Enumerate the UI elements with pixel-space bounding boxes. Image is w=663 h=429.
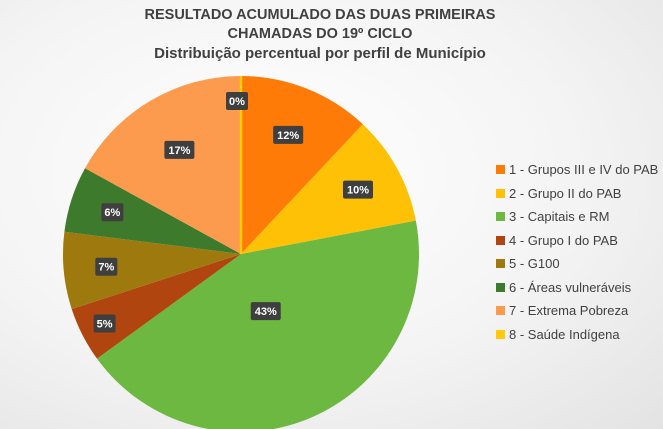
legend-item-7: 7 - Extrema Pobreza <box>496 299 658 323</box>
legend-swatch <box>496 188 505 198</box>
title-line-1: RESULTADO ACUMULADO DAS DUAS PRIMEIRAS <box>144 7 496 23</box>
svg-text:17%: 17% <box>168 145 190 157</box>
legend-swatch <box>496 259 505 269</box>
svg-text:6%: 6% <box>104 207 120 219</box>
data-label-5: 7% <box>95 257 118 276</box>
svg-text:12%: 12% <box>277 130 299 142</box>
legend-item-2: 2 - Grupo II do PAB <box>496 182 658 206</box>
data-label-3: 43% <box>250 302 281 321</box>
pie-slice-6 <box>64 168 241 254</box>
data-label-6: 6% <box>101 203 124 222</box>
title-line-2: CHAMADAS DO 19º CICLO <box>227 26 413 42</box>
legend-swatch <box>496 329 505 339</box>
svg-text:5%: 5% <box>97 318 113 330</box>
pie-slice-3 <box>96 220 419 429</box>
legend-label: 4 - Grupo I do PAB <box>509 232 618 248</box>
legend-label: 6 - Áreas vulneráveis <box>509 279 632 295</box>
legend-item-4: 4 - Grupo I do PAB <box>496 229 658 253</box>
chart-title: RESULTADO ACUMULADO DAS DUAS PRIMEIRAS C… <box>100 6 540 63</box>
pie-slice-5 <box>62 231 241 310</box>
data-label-7: 17% <box>164 140 195 159</box>
legend-label: 7 - Extrema Pobreza <box>509 303 629 319</box>
legend-label: 8 - Saúde Indígena <box>509 326 620 342</box>
legend-label: 2 - Grupo II do PAB <box>509 185 622 201</box>
data-label-4: 5% <box>93 314 116 333</box>
data-label-2: 10% <box>342 180 373 199</box>
legend-item-3: 3 - Capitais e RM <box>496 205 658 229</box>
legend-swatch <box>496 235 505 245</box>
pie-slice-2 <box>241 124 416 254</box>
pie-slice-1 <box>241 76 363 254</box>
pie-slice-4 <box>71 254 241 359</box>
chart-subtitle: Distribuição percentual por perfil de Mu… <box>154 45 486 62</box>
legend: 1 - Grupos III e IV do PAB 2 - Grupo II d… <box>496 158 658 346</box>
data-label-8: 0% <box>226 92 248 110</box>
legend-swatch <box>496 212 505 222</box>
legend-label: 3 - Capitais e RM <box>509 209 610 225</box>
legend-swatch <box>496 165 505 175</box>
legend-swatch <box>496 282 505 292</box>
svg-text:10%: 10% <box>347 185 369 197</box>
legend-item-8: 8 - Saúde Indígena <box>496 323 658 347</box>
legend-label: 5 - G100 <box>509 256 560 272</box>
svg-text:43%: 43% <box>255 306 277 318</box>
svg-text:7%: 7% <box>98 262 114 274</box>
svg-text:0%: 0% <box>229 96 245 108</box>
legend-label: 1 - Grupos III e IV do PAB <box>509 162 659 178</box>
data-label-1: 12% <box>273 125 304 144</box>
legend-item-6: 6 - Áreas vulneráveis <box>496 276 658 300</box>
legend-item-5: 5 - G100 <box>496 252 658 276</box>
pie-slice-7 <box>85 76 241 254</box>
legend-swatch <box>496 306 505 316</box>
legend-item-1: 1 - Grupos III e IV do PAB <box>496 158 658 182</box>
